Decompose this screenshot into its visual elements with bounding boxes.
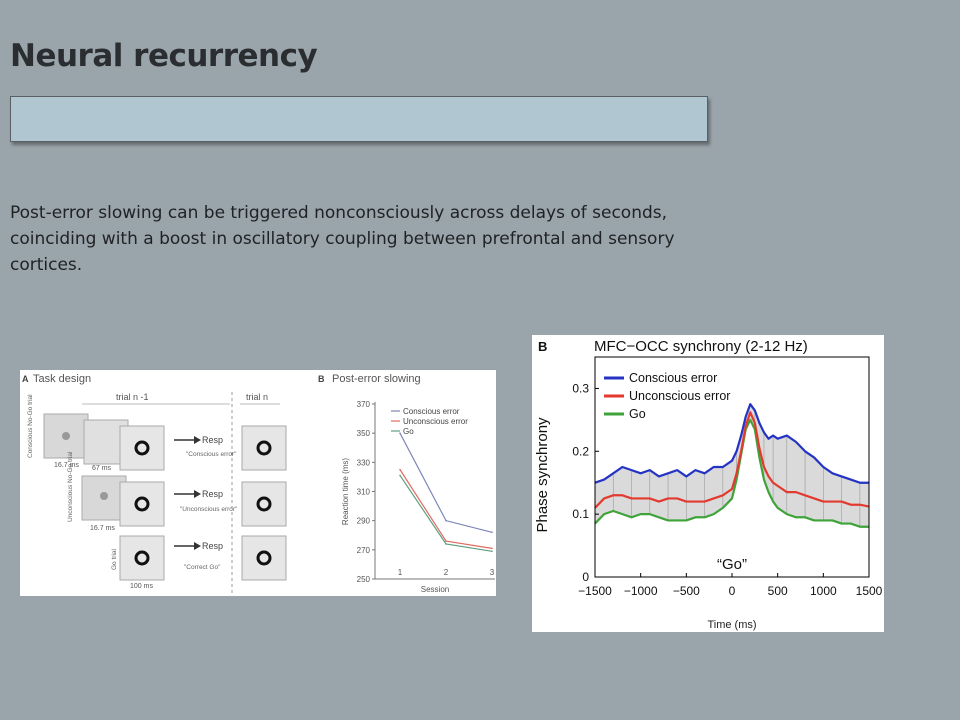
y-tick-label: 270 [357, 546, 371, 555]
resp-quote: "Correct Go" [184, 564, 221, 571]
series-line [594, 411, 870, 509]
data-point [399, 468, 401, 471]
target-frame [119, 535, 165, 581]
row-label-unconscious: Unconscious No-Go trial [67, 451, 74, 522]
slide-title: Neural recurrency [10, 38, 318, 74]
data-point [399, 432, 401, 434]
slide-body-text: Post-error slowing can be triggered nonc… [10, 203, 675, 275]
target-ring [256, 440, 272, 456]
data-point [399, 474, 401, 477]
resp-quote: "Conscious error" [186, 451, 237, 458]
panel-a-label: A [22, 374, 29, 384]
panel-a-title: Task design [33, 373, 91, 385]
post-error-slowing-chart: B Post-error slowing 250 270 290 310 330 350 370… [318, 373, 495, 594]
series-line [399, 469, 493, 549]
data-point [491, 550, 493, 553]
x-tick-label: 1 [398, 568, 403, 577]
target-ring [256, 550, 272, 566]
y-tick-label: 250 [357, 575, 371, 584]
target-ring [134, 440, 150, 456]
row-label-conscious: Conscious No-Go trial [27, 394, 34, 458]
series-line [399, 432, 493, 533]
duration-label: 16.7 ms [54, 462, 79, 469]
x-tick-label: 1500 [856, 584, 883, 598]
duration-label: 16.7 ms [90, 525, 115, 532]
resp-label: Resp [202, 489, 223, 499]
target-ring [134, 550, 150, 566]
stimulus-dot [100, 492, 108, 500]
legend-label: Unconscious error [629, 389, 730, 403]
legend-label: Go [629, 407, 646, 421]
x-axis-label: Time (ms) [707, 619, 756, 631]
y-tick-label: 0.1 [572, 507, 589, 521]
legend-label: Go [403, 427, 414, 436]
data-point [491, 547, 493, 550]
title-banner [10, 96, 708, 142]
arrow-head [194, 436, 201, 444]
synchrony-chart: B MFC−OCC synchrony (2-12 Hz) 0 0.1 0.2 0.3 −1… [534, 338, 883, 631]
target-frame [241, 481, 287, 527]
x-tick-label: −1000 [624, 584, 658, 598]
y-tick-label: 290 [357, 517, 371, 526]
y-tick-label: 350 [357, 429, 371, 438]
figure-synchrony: B MFC−OCC synchrony (2-12 Hz) 0 0.1 0.2 0.3 −1… [532, 335, 884, 632]
trial-prev-label: trial n -1 [116, 392, 149, 402]
go-annotation: “Go” [717, 556, 747, 573]
arrow-head [194, 490, 201, 498]
legend-label: Conscious error [403, 407, 460, 416]
series-line [594, 403, 869, 484]
y-tick-label: 0.2 [572, 444, 589, 458]
x-tick-label: 3 [490, 568, 495, 577]
legend-label: Unconscious error [403, 417, 468, 426]
y-tick-label: 0 [582, 570, 589, 584]
resp-label: Resp [202, 435, 223, 445]
target-frame [241, 425, 287, 471]
y-axis-label: Reaction time (ms) [341, 458, 350, 525]
resp-quote: "Unconscious error" [180, 506, 238, 513]
target-frame [119, 481, 165, 527]
figure-task-design: A Task design trial n -1 trial n Conscio… [20, 370, 496, 596]
data-point [491, 531, 493, 534]
y-axis-label: Phase synchrony [534, 417, 551, 533]
target-frame [241, 535, 287, 581]
chart-title: MFC−OCC synchrony (2-12 Hz) [594, 338, 808, 355]
y-tick-label: 310 [357, 488, 371, 497]
panel-b-label: B [538, 339, 547, 354]
figure-b-svg: B MFC−OCC synchrony (2-12 Hz) 0 0.1 0.2 0.3 −1… [534, 338, 883, 631]
arrow-head [194, 542, 201, 550]
target-frame [119, 425, 165, 471]
x-tick-label: 0 [729, 584, 736, 598]
data-point [445, 540, 447, 542]
data-point [445, 519, 447, 522]
y-tick-label: 330 [357, 458, 371, 467]
x-tick-label: −1500 [578, 584, 612, 598]
row-label-go: Go trial [111, 548, 118, 570]
target-ring [256, 496, 272, 512]
target-ring [134, 496, 150, 512]
data-point [445, 543, 447, 545]
duration-label: 100 ms [130, 583, 153, 590]
x-tick-label: 500 [768, 584, 788, 598]
series-line [399, 475, 493, 552]
y-tick-label: 370 [357, 400, 371, 409]
trial-cur-label: trial n [246, 392, 268, 402]
x-axis-label: Session [421, 585, 449, 594]
x-tick-label: 2 [444, 568, 449, 577]
chart-title: Post-error slowing [332, 373, 421, 385]
x-tick-label: 1000 [810, 584, 837, 598]
y-tick-label: 0.3 [572, 381, 589, 395]
panel-b-label: B [318, 374, 325, 384]
figure-a-svg: A Task design trial n -1 trial n Conscio… [22, 373, 495, 596]
legend-label: Conscious error [629, 371, 717, 385]
resp-label: Resp [202, 541, 223, 551]
error-band [595, 404, 869, 527]
duration-label: 67 ms [92, 465, 112, 472]
x-tick-label: −500 [673, 584, 700, 598]
stimulus-dot [62, 432, 70, 440]
